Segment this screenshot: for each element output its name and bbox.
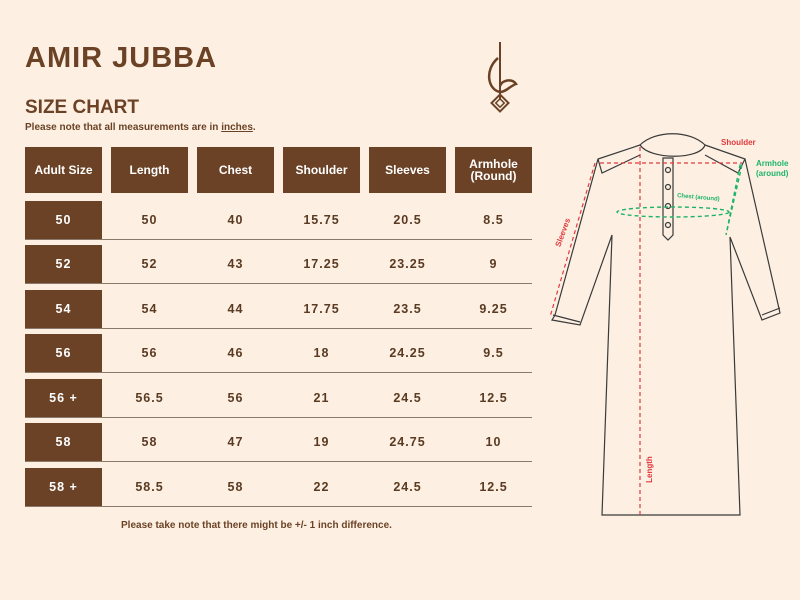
size-cell: 54	[25, 290, 102, 328]
unit-text: inches	[221, 122, 253, 133]
header-chest: Chest	[197, 147, 274, 193]
value-cell: 24.25	[389, 346, 426, 360]
value-cell: 43	[227, 257, 244, 271]
chest-measure-line	[616, 206, 730, 218]
value-cell: 54	[141, 302, 158, 316]
value-cell: 12.5	[479, 391, 508, 405]
header-armhole: Armhole (Round)	[455, 147, 532, 193]
value-cell: 58	[227, 480, 244, 494]
value-cell: 56	[141, 346, 158, 360]
value-cell: 40	[227, 213, 244, 227]
value-cell: 8.5	[483, 213, 504, 227]
header-sleeves: Sleeves	[369, 147, 446, 193]
size-cell: 56 +	[25, 379, 102, 417]
value-cell: 22	[313, 480, 330, 494]
armhole-label: Armhole (around)	[756, 159, 789, 178]
garment-outline	[551, 133, 781, 516]
value-cell: 15.75	[303, 213, 340, 227]
value-cell: 9	[489, 257, 498, 271]
size-cell: 58	[25, 423, 102, 461]
value-cell: 52	[141, 257, 158, 271]
shoulder-label: Shoulder	[721, 138, 756, 147]
size-cell: 58 +	[25, 468, 102, 506]
table-row: 52 52 43 17.25 23.25 9	[25, 245, 532, 284]
brand-logo-icon	[488, 42, 518, 113]
size-cell: 52	[25, 245, 102, 283]
note-text: Please note that all measurements are in	[25, 122, 222, 133]
size-cell: 56	[25, 334, 102, 372]
armhole-measure-line	[725, 164, 743, 236]
value-cell: 56	[227, 391, 244, 405]
header-shoulder: Shoulder	[283, 147, 360, 193]
value-cell: 23.5	[393, 302, 422, 316]
table-row: 56 + 56.5 56 21 24.5 12.5	[25, 379, 532, 418]
units-note: Please note that all measurements are in…	[25, 122, 256, 133]
value-cell: 17.25	[303, 257, 340, 271]
value-cell: 20.5	[393, 213, 422, 227]
section-title: SIZE CHART	[25, 97, 139, 118]
value-cell: 23.25	[389, 257, 426, 271]
table-row: 56 56 46 18 24.25 9.5	[25, 334, 532, 373]
footnote: Please take note that there might be +/-…	[121, 520, 392, 531]
length-label: Length	[644, 456, 654, 483]
value-cell: 19	[313, 435, 330, 449]
value-cell: 24.5	[393, 391, 422, 405]
table-row: 50 50 40 15.75 20.5 8.5	[25, 201, 532, 240]
value-cell: 50	[141, 213, 158, 227]
value-cell: 46	[227, 346, 244, 360]
page-title: AMIR JUBBA	[25, 42, 218, 74]
value-cell: 9.5	[483, 346, 504, 360]
value-cell: 47	[227, 435, 244, 449]
table-row: 58 + 58.5 58 22 24.5 12.5	[25, 468, 532, 507]
value-cell: 58	[141, 435, 158, 449]
value-cell: 10	[485, 435, 502, 449]
value-cell: 58.5	[135, 480, 164, 494]
value-cell: 9.25	[479, 302, 508, 316]
value-cell: 56.5	[135, 391, 164, 405]
header-adult-size: Adult Size	[25, 147, 102, 193]
table-row: 54 54 44 17.75 23.5 9.25	[25, 290, 532, 329]
value-cell: 12.5	[479, 480, 508, 494]
size-cell: 50	[25, 201, 102, 239]
value-cell: 44	[227, 302, 244, 316]
jubba-diagram	[549, 133, 781, 516]
value-cell: 21	[313, 391, 330, 405]
sleeves-measure-line	[549, 162, 596, 318]
table-row: 58 58 47 19 24.75 10	[25, 423, 532, 462]
value-cell: 17.75	[303, 302, 340, 316]
value-cell: 24.75	[389, 435, 426, 449]
note-suffix: .	[252, 122, 256, 133]
header-length: Length	[111, 147, 188, 193]
value-cell: 18	[313, 346, 330, 360]
value-cell: 24.5	[393, 480, 422, 494]
